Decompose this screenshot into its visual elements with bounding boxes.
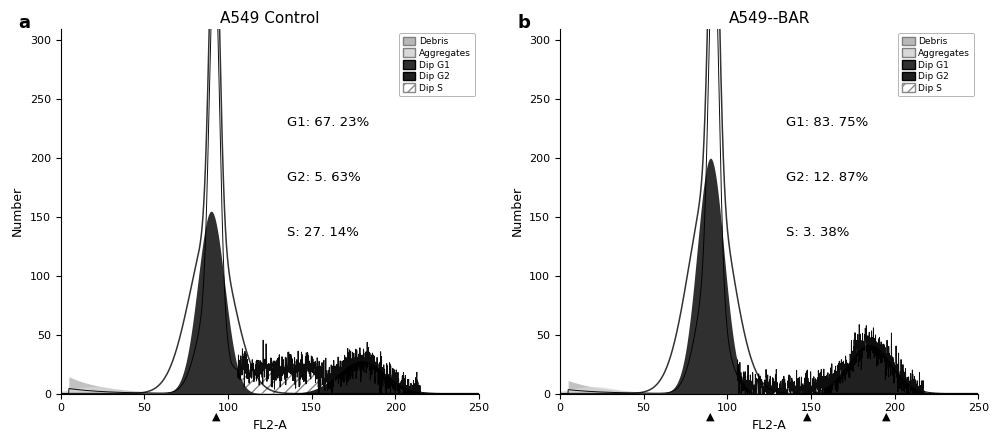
Title: A549--BAR: A549--BAR [728,11,810,26]
Legend: Debris, Aggregates, Dip G1, Dip G2, Dip S: Debris, Aggregates, Dip G1, Dip G2, Dip … [898,33,974,97]
Y-axis label: Number: Number [11,186,24,236]
Title: A549 Control: A549 Control [220,11,320,26]
Text: ▲: ▲ [803,412,812,421]
Legend: Debris, Aggregates, Dip G1, Dip G2, Dip S: Debris, Aggregates, Dip G1, Dip G2, Dip … [399,33,475,97]
Text: a: a [19,14,31,32]
Text: ▲: ▲ [882,412,891,421]
Text: G2: 12. 87%: G2: 12. 87% [786,171,868,184]
Text: ▲: ▲ [706,412,715,421]
Text: G1: 83. 75%: G1: 83. 75% [786,116,868,129]
Text: S: 3. 38%: S: 3. 38% [786,226,849,239]
X-axis label: FL2-A: FL2-A [752,419,786,432]
Text: G1: 67. 23%: G1: 67. 23% [287,116,369,129]
X-axis label: FL2-A: FL2-A [252,419,287,432]
Y-axis label: Number: Number [510,186,523,236]
Text: G2: 5. 63%: G2: 5. 63% [287,171,360,184]
Text: ▲: ▲ [212,412,220,421]
Text: b: b [518,14,531,32]
Text: S: 27. 14%: S: 27. 14% [287,226,358,239]
